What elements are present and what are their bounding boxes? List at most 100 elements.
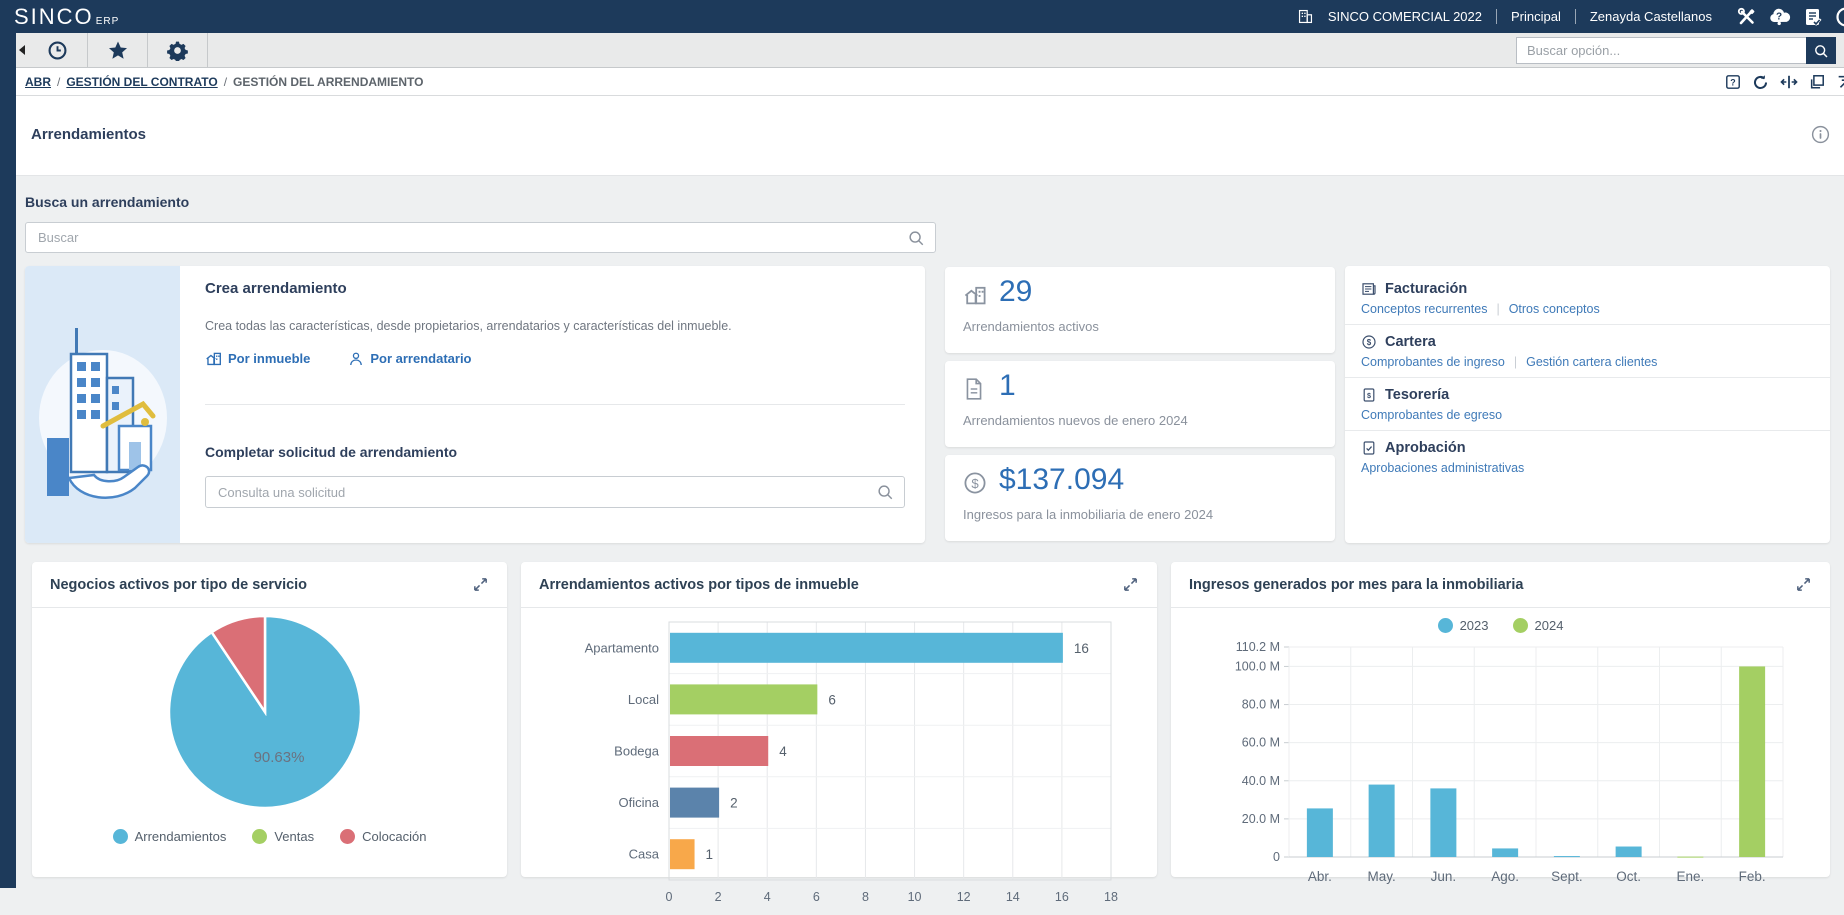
stat-value: 29 xyxy=(999,275,1032,309)
request-search-input[interactable] xyxy=(206,485,876,500)
bar-value-label: 16 xyxy=(1074,641,1089,656)
bar-value-label: 6 xyxy=(828,692,836,707)
export-icon[interactable] xyxy=(1836,74,1844,90)
receipt-money-icon: $ xyxy=(1361,387,1377,403)
expand-icon[interactable] xyxy=(1795,576,1812,593)
column-category-label: May. xyxy=(1367,869,1395,884)
section-facturacion: Facturación Conceptos recurrentes | Otro… xyxy=(1345,272,1830,325)
tools-icon[interactable] xyxy=(1736,6,1758,28)
stat-label: Arrendamientos activos xyxy=(963,319,1099,334)
user-name[interactable]: Zenayda Castellanos xyxy=(1590,9,1712,24)
money-circle-icon: $ xyxy=(963,471,987,500)
expand-icon[interactable] xyxy=(1122,576,1139,593)
column-category-label: Oct. xyxy=(1616,869,1641,884)
divider: | xyxy=(1496,302,1499,316)
bar-Casa[interactable] xyxy=(670,839,695,869)
column-May.[interactable] xyxy=(1369,785,1395,857)
legend-item-Arrendamientos[interactable]: Arrendamientos xyxy=(113,829,227,844)
money-circle-icon: $ xyxy=(1361,334,1377,350)
legend-item-2023[interactable]: 2023 xyxy=(1438,618,1489,633)
rental-search-input[interactable] xyxy=(26,230,907,245)
bar-value-label: 4 xyxy=(779,744,787,759)
company-name[interactable]: SINCO COMERCIAL 2022 xyxy=(1328,9,1482,24)
legend-label: 2024 xyxy=(1535,618,1564,633)
collapse-sidebar-icon[interactable] xyxy=(16,33,28,67)
column-Ago.[interactable] xyxy=(1492,848,1518,857)
link-por-arrendatario[interactable]: Por arrendatario xyxy=(348,350,471,367)
option-search-input[interactable] xyxy=(1516,37,1806,64)
help-cloud-icon[interactable]: ? xyxy=(1768,6,1792,28)
pie-chart[interactable]: 90.63% Arrendamientos Ventas Colocación xyxy=(32,608,507,844)
search-icon[interactable] xyxy=(907,229,935,247)
option-search-button[interactable] xyxy=(1806,37,1836,64)
breadcrumb-link-abr[interactable]: ABR xyxy=(25,75,51,89)
column-category-label: Ene. xyxy=(1676,869,1704,884)
request-search xyxy=(205,476,905,508)
chart-card-monthly-income: Ingresos generados por mes para la inmob… xyxy=(1171,562,1830,877)
legend-label: 2023 xyxy=(1460,618,1489,633)
link-label: Por arrendatario xyxy=(370,351,471,366)
link-otros-conceptos[interactable]: Otros conceptos xyxy=(1509,302,1600,316)
svg-text:8: 8 xyxy=(862,890,869,904)
link-por-inmueble[interactable]: Por inmueble xyxy=(205,350,310,367)
page-header: Arrendamientos xyxy=(16,96,1844,176)
legend-dot xyxy=(1513,618,1528,633)
page-title: Arrendamientos xyxy=(31,126,146,143)
refresh-icon[interactable] xyxy=(1752,74,1769,91)
link-aprobaciones-administrativas[interactable]: Aprobaciones administrativas xyxy=(1361,461,1524,475)
svg-text:16: 16 xyxy=(1055,890,1069,904)
nav-principal[interactable]: Principal xyxy=(1511,9,1561,24)
split-icon[interactable] xyxy=(1780,74,1798,90)
stat-label: Ingresos para la inmobiliaria de enero 2… xyxy=(963,507,1213,522)
favorites-icon xyxy=(107,40,129,61)
bar-Apartamento[interactable] xyxy=(670,633,1063,663)
legend-dot xyxy=(252,829,267,844)
breadcrumb-separator: / xyxy=(57,75,60,89)
document-icon xyxy=(963,377,985,406)
link-gestion-cartera[interactable]: Gestión cartera clientes xyxy=(1526,355,1657,369)
power-icon[interactable] xyxy=(1834,5,1844,29)
bar-Local[interactable] xyxy=(670,684,817,714)
tab-recent[interactable] xyxy=(28,33,88,67)
quick-links-card: Facturación Conceptos recurrentes | Otro… xyxy=(1345,266,1830,543)
legend-item-Ventas[interactable]: Ventas xyxy=(252,829,314,844)
bar-category-label: Casa xyxy=(629,847,660,862)
create-card-title: Crea arrendamiento xyxy=(205,280,347,297)
breadcrumb-link-gestion-contrato[interactable]: GESTIÓN DEL CONTRATO xyxy=(66,75,217,89)
windows-icon[interactable] xyxy=(1809,74,1825,90)
link-comprobantes-ingreso[interactable]: Comprobantes de ingreso xyxy=(1361,355,1505,369)
link-comprobantes-egreso[interactable]: Comprobantes de egreso xyxy=(1361,408,1502,422)
bar-Oficina[interactable] xyxy=(670,788,719,818)
bar-Bodega[interactable] xyxy=(670,736,768,766)
tab-favorites[interactable] xyxy=(88,33,148,67)
left-rail xyxy=(0,33,16,888)
stat-card-new-rentals: 1 Arrendamientos nuevos de enero 2024 xyxy=(945,361,1335,447)
legend-item-2024[interactable]: 2024 xyxy=(1513,618,1564,633)
column-Jun.[interactable] xyxy=(1430,788,1456,857)
bar-category-label: Bodega xyxy=(614,744,660,759)
svg-text:110.2 M: 110.2 M xyxy=(1236,640,1280,654)
column-Oct.[interactable] xyxy=(1616,847,1642,857)
tab-settings[interactable] xyxy=(148,33,208,67)
help-box-icon[interactable]: ? xyxy=(1725,74,1741,90)
legend-item-Colocación[interactable]: Colocación xyxy=(340,829,426,844)
column-chart[interactable]: 020.0 M40.0 M60.0 M80.0 M100.0 M110.2 MA… xyxy=(1171,633,1830,906)
divider xyxy=(205,404,905,405)
expand-icon[interactable] xyxy=(472,576,489,593)
column-Ene.[interactable] xyxy=(1677,857,1703,858)
stat-card-active-rentals: 29 Arrendamientos activos xyxy=(945,267,1335,353)
bar-category-label: Oficina xyxy=(619,795,660,810)
pie-inner-label: 90.63% xyxy=(254,749,305,766)
link-conceptos-recurrentes[interactable]: Conceptos recurrentes xyxy=(1361,302,1487,316)
tasks-check-icon[interactable] xyxy=(1802,6,1824,28)
invoice-icon xyxy=(1361,281,1377,297)
legend-dot xyxy=(113,829,128,844)
column-Abr.[interactable] xyxy=(1307,808,1333,857)
column-Sept.[interactable] xyxy=(1554,856,1580,857)
hbar-chart[interactable]: 02468101214161816Apartamento6Local4Bodeg… xyxy=(521,608,1157,915)
column-Feb.[interactable] xyxy=(1739,666,1765,857)
divider xyxy=(1496,9,1497,24)
property-icon xyxy=(205,350,222,367)
info-icon[interactable] xyxy=(1811,125,1830,149)
search-icon[interactable] xyxy=(876,483,904,501)
